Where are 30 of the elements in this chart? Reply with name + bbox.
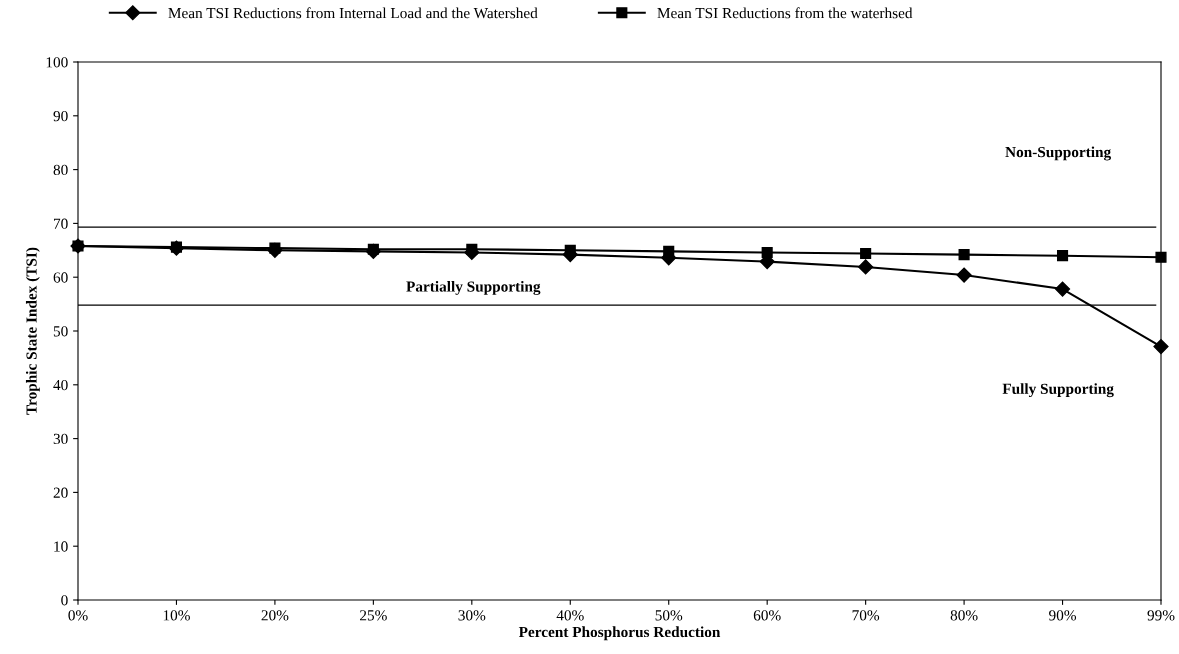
y-tick-label: 30	[53, 433, 68, 445]
x-tick-label: 25%	[360, 610, 387, 621]
y-tick-label: 50	[53, 326, 68, 337]
x-tick-label: 90%	[1049, 610, 1077, 621]
x-axis-title: Percent Phosphorus Reduction	[518, 626, 721, 641]
y-tick-label: 100	[46, 57, 68, 68]
x-tick-label: 40%	[556, 610, 584, 621]
x-tick-label: 80%	[950, 610, 978, 621]
x-tick-label: 60%	[753, 610, 781, 621]
annotation: Fully Supporting	[1002, 383, 1114, 398]
x-tick-label: 30%	[458, 610, 486, 621]
annotation: Non-Supporting	[1005, 146, 1112, 161]
x-tick-label: 20%	[261, 610, 289, 621]
y-tick-label: 10	[54, 541, 68, 552]
x-tick-label: 99%	[1147, 610, 1175, 621]
x-tick-label: 70%	[852, 610, 880, 621]
x-tick-label: 0%	[68, 610, 88, 621]
y-tick-label: 0	[61, 595, 68, 606]
y-tick-label: 70	[54, 218, 68, 229]
x-tick-label: 50%	[655, 610, 683, 621]
y-axis-title: Trophic State Index (TSI)	[25, 247, 40, 415]
y-tick-label: 90	[53, 110, 68, 122]
legend-label: Mean TSI Reductions from the waterhsed	[657, 7, 913, 19]
annotation: Partially Supporting	[406, 280, 541, 295]
legend-label: Mean TSI Reductions from Internal Load and the Watershed	[168, 7, 538, 19]
y-tick-label: 60	[53, 272, 68, 283]
y-tick-label: 20	[53, 487, 68, 498]
x-tick-label: 10%	[163, 610, 190, 621]
y-tick-label: 40	[53, 379, 68, 391]
y-tick-label: 80	[53, 164, 68, 176]
